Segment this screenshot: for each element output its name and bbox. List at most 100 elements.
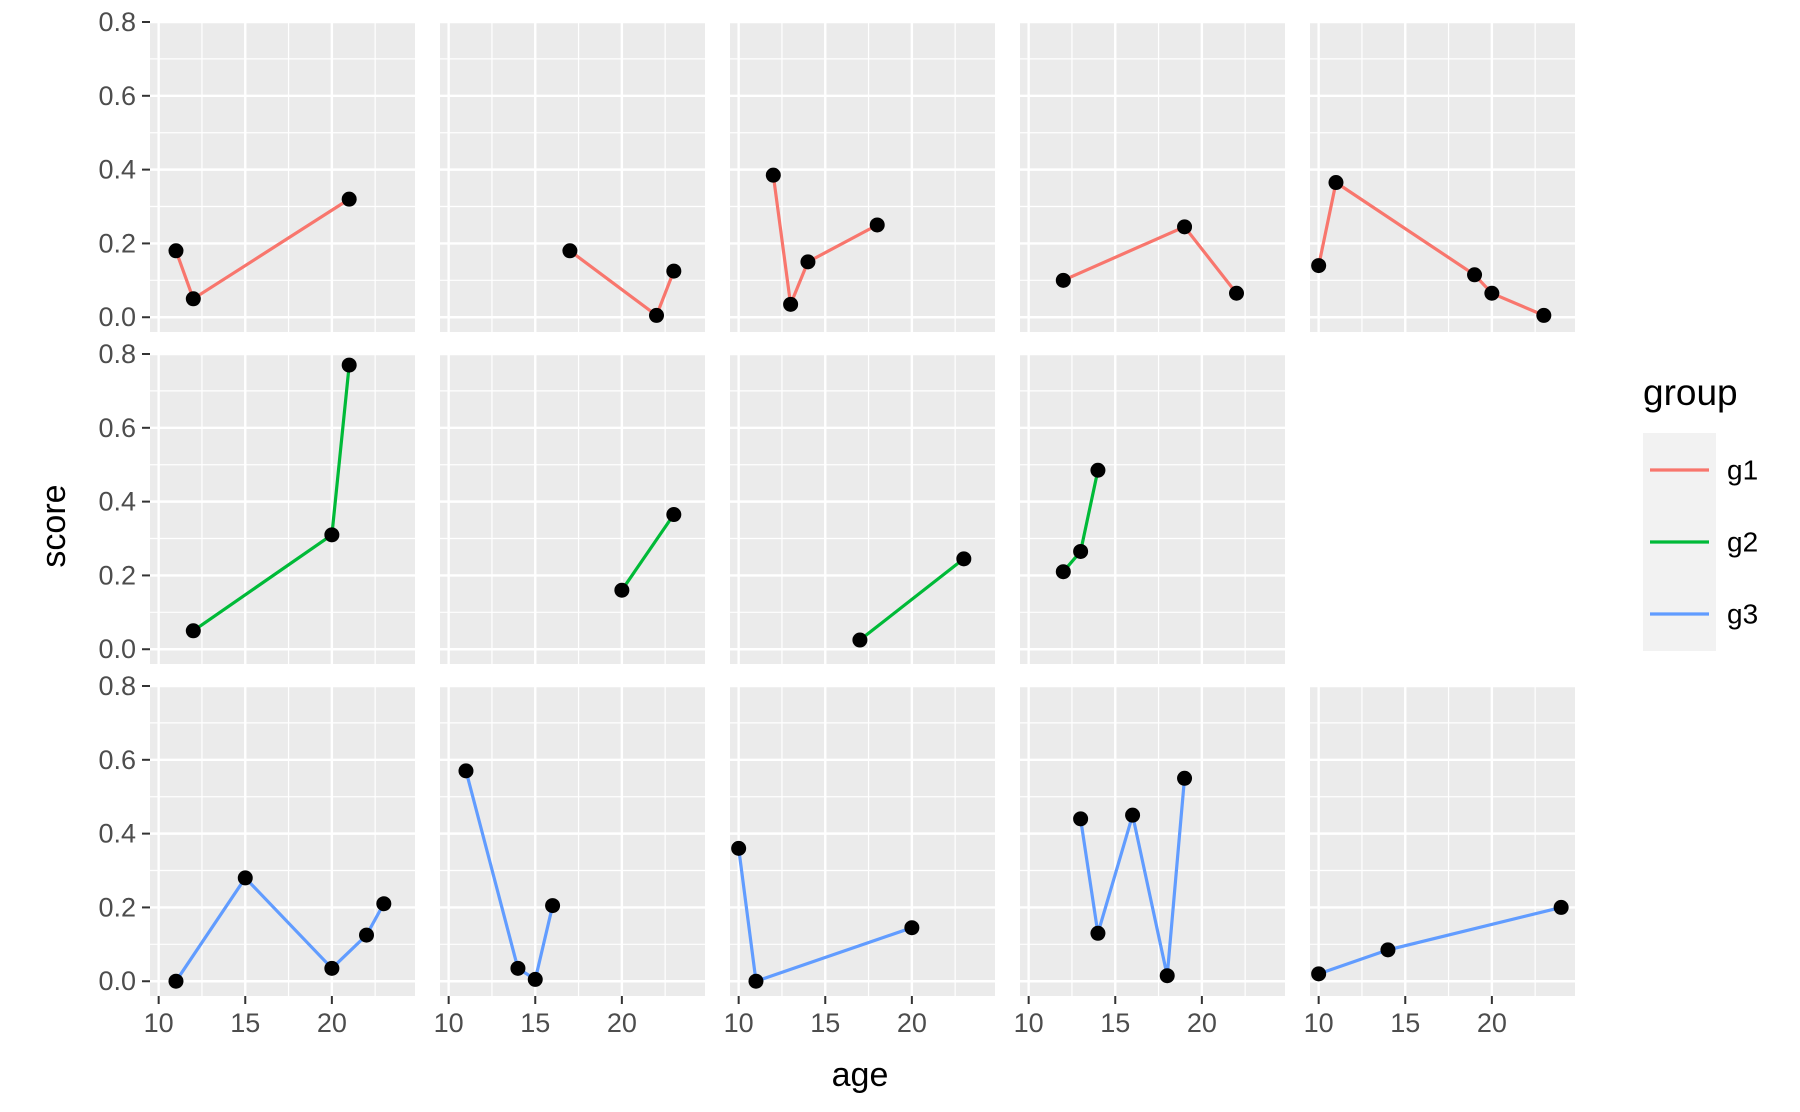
data-point bbox=[800, 254, 816, 270]
legend-label-g3: g3 bbox=[1727, 599, 1758, 630]
data-point bbox=[1229, 285, 1245, 301]
data-point bbox=[1536, 307, 1552, 323]
x-tick-label: 15 bbox=[520, 1008, 550, 1038]
data-point bbox=[324, 960, 340, 976]
data-point bbox=[458, 763, 474, 779]
facet-panel bbox=[1020, 684, 1285, 996]
series-line-g3 bbox=[464, 770, 555, 982]
y-tick-label: 0.4 bbox=[98, 819, 136, 849]
data-point bbox=[765, 167, 781, 183]
data-point bbox=[324, 527, 340, 543]
data-point bbox=[545, 898, 561, 914]
data-point bbox=[1467, 267, 1483, 283]
data-point bbox=[185, 623, 201, 639]
facet-panel bbox=[1310, 20, 1575, 332]
x-tick-label: 10 bbox=[1014, 1008, 1044, 1038]
data-point bbox=[562, 243, 578, 259]
x-tick-label: 20 bbox=[1187, 1008, 1217, 1038]
x-axis-title: age bbox=[832, 1056, 889, 1094]
data-point bbox=[1380, 942, 1396, 958]
data-point bbox=[748, 973, 764, 989]
x-tick-label: 20 bbox=[317, 1008, 347, 1038]
data-point bbox=[1311, 966, 1327, 982]
y-tick-label: 0.6 bbox=[98, 745, 136, 775]
facet-panel bbox=[1310, 684, 1575, 996]
data-point bbox=[649, 307, 665, 323]
facet-panel bbox=[440, 352, 705, 664]
data-point bbox=[1177, 219, 1193, 235]
data-point bbox=[1159, 968, 1175, 984]
y-tick-label: 0.4 bbox=[98, 487, 136, 517]
facet-panels bbox=[150, 20, 1575, 996]
data-point bbox=[237, 870, 253, 886]
data-point bbox=[956, 551, 972, 567]
y-axis-title: score bbox=[35, 484, 73, 567]
facet-panel bbox=[150, 684, 415, 996]
data-point bbox=[666, 507, 682, 523]
legend-label-g2: g2 bbox=[1727, 527, 1758, 558]
series-line-g2 bbox=[620, 513, 676, 592]
series-line-g1 bbox=[771, 174, 878, 306]
data-point bbox=[614, 582, 630, 598]
facet-panel bbox=[1020, 352, 1285, 664]
series-line-g2 bbox=[858, 557, 965, 642]
data-point bbox=[527, 971, 543, 987]
x-tick-label: 15 bbox=[1390, 1008, 1420, 1038]
data-point bbox=[168, 243, 184, 259]
y-tick-label: 0.8 bbox=[98, 339, 136, 369]
x-tick-label: 10 bbox=[144, 1008, 174, 1038]
y-tick-label: 0.2 bbox=[98, 560, 136, 590]
facet-panel bbox=[440, 20, 705, 332]
legend-label-g1: g1 bbox=[1727, 455, 1758, 486]
data-point bbox=[666, 263, 682, 279]
x-axes: 10 15 20 10 15 20 10 15 20 10 15 20 10 15 20 bbox=[144, 996, 1507, 1038]
facet-panel bbox=[440, 684, 705, 996]
data-point bbox=[1090, 462, 1106, 478]
data-point bbox=[341, 191, 357, 207]
y-tick-label: 0.0 bbox=[98, 634, 136, 664]
y-tick-label: 0.0 bbox=[98, 302, 136, 332]
data-point bbox=[1073, 811, 1089, 827]
facet-panel bbox=[730, 684, 995, 996]
y-tick-label: 0.4 bbox=[98, 155, 136, 185]
data-point bbox=[1328, 175, 1344, 191]
data-point bbox=[1484, 285, 1500, 301]
data-point bbox=[341, 357, 357, 373]
data-point bbox=[783, 296, 799, 312]
legend-title: group bbox=[1643, 372, 1738, 413]
data-point bbox=[168, 973, 184, 989]
data-point bbox=[1073, 543, 1089, 559]
facet-panel bbox=[1020, 20, 1285, 332]
data-point bbox=[852, 632, 868, 648]
y-tick-label: 0.8 bbox=[98, 7, 136, 37]
x-tick-label: 10 bbox=[724, 1008, 754, 1038]
x-tick-label: 10 bbox=[434, 1008, 464, 1038]
data-point bbox=[1553, 899, 1569, 915]
x-tick-label: 10 bbox=[1304, 1008, 1334, 1038]
data-point bbox=[1055, 272, 1071, 288]
y-tick-label: 0.2 bbox=[98, 892, 136, 922]
facet-panel bbox=[150, 20, 415, 332]
y-tick-label: 0.8 bbox=[98, 671, 136, 701]
data-point bbox=[359, 927, 375, 943]
data-point bbox=[731, 840, 747, 856]
data-point bbox=[1055, 564, 1071, 580]
data-point bbox=[1125, 807, 1141, 823]
data-point bbox=[869, 217, 885, 233]
y-tick-label: 0.2 bbox=[98, 228, 136, 258]
y-tick-label: 0.6 bbox=[98, 81, 136, 111]
x-tick-label: 20 bbox=[607, 1008, 637, 1038]
data-point bbox=[376, 896, 392, 912]
x-tick-label: 20 bbox=[1477, 1008, 1507, 1038]
y-axes: 0.0 0.2 0.4 0.6 0.8 0.0 0.2 0.4 0.6 0.8 0.0 0.2 0.4 0… bbox=[98, 7, 150, 996]
facet-panel bbox=[150, 352, 415, 664]
y-tick-label: 0.0 bbox=[98, 966, 136, 996]
x-tick-label: 20 bbox=[897, 1008, 927, 1038]
data-point bbox=[185, 291, 201, 307]
y-tick-label: 0.6 bbox=[98, 413, 136, 443]
facet-panel bbox=[730, 352, 995, 664]
facet-panel bbox=[730, 20, 995, 332]
data-point bbox=[904, 920, 920, 936]
data-point bbox=[1177, 770, 1193, 786]
